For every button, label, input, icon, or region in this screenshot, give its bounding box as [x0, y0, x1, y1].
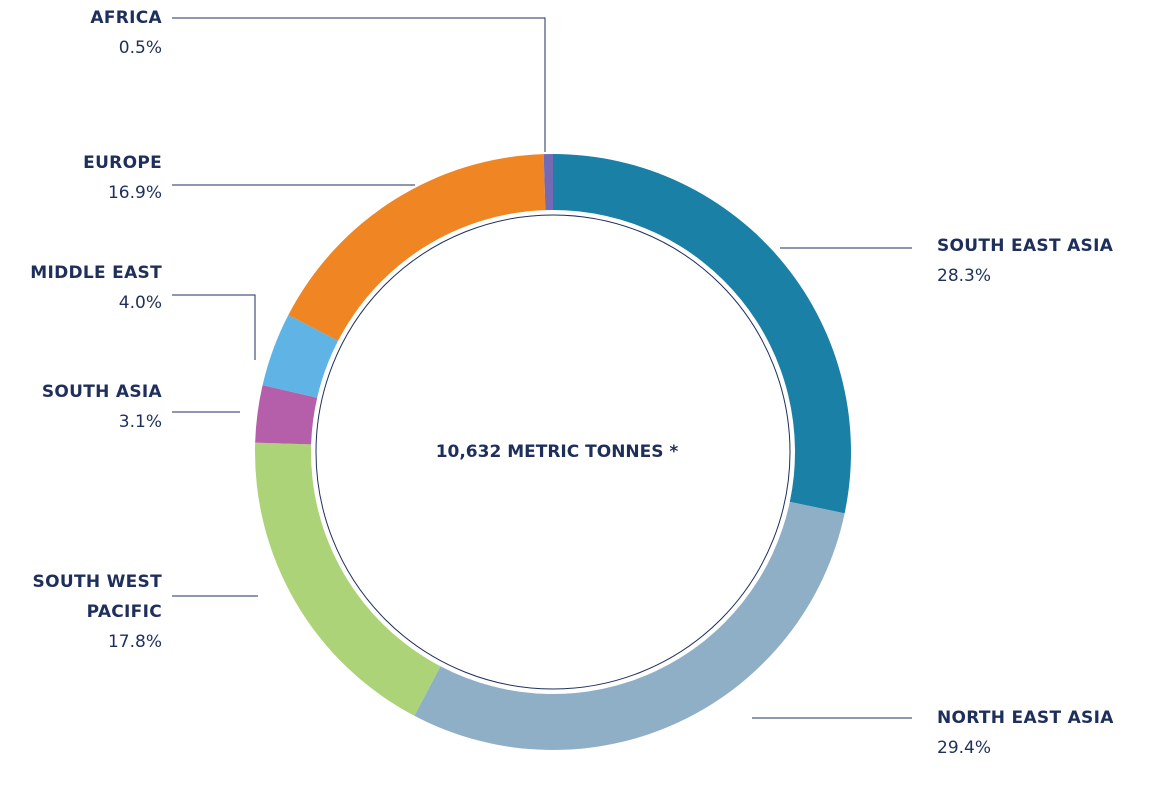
- leader-line: [172, 17, 546, 152]
- slice-label: SOUTH ASIA 3.1%: [42, 377, 162, 437]
- category-name: NORTH EAST ASIA: [937, 708, 1114, 728]
- slice-label: AFRICA 0.5%: [90, 3, 162, 63]
- slice-label: EUROPE 16.9%: [83, 148, 162, 208]
- value-label: 0.5%: [118, 38, 162, 58]
- category-name: SOUTH ASIA: [41, 382, 162, 402]
- slice: [288, 154, 546, 341]
- leader-line: [172, 294, 256, 360]
- slice-label: NORTH EAST ASIA 29.4%: [937, 703, 1114, 763]
- value-label: 28.3%: [937, 266, 992, 286]
- slice-label: SOUTH EAST ASIA 28.3%: [937, 231, 1113, 291]
- slice: [553, 154, 852, 514]
- category-name: SOUTH EAST ASIA: [937, 236, 1114, 256]
- slice: [262, 315, 339, 398]
- category-name: AFRICA: [90, 8, 162, 28]
- slice: [255, 385, 318, 445]
- category-name: SOUTH WEST PACIFIC: [32, 572, 162, 622]
- value-label: 16.9%: [107, 183, 162, 203]
- slice-label: MIDDLE EAST 4.0%: [30, 258, 162, 318]
- category-name: MIDDLE EAST: [30, 263, 162, 283]
- value-label: 3.1%: [118, 412, 162, 432]
- value-label: 17.8%: [107, 632, 162, 652]
- inner-circle: [315, 214, 791, 690]
- category-name: EUROPE: [83, 153, 162, 173]
- slice: [543, 154, 553, 211]
- slice: [414, 501, 845, 750]
- slice-label: SOUTH WEST PACIFIC 17.8%: [2, 567, 162, 657]
- center-label: 10,632 METRIC TONNES *: [436, 442, 679, 462]
- slice: [255, 442, 441, 716]
- value-label: 29.4%: [937, 738, 992, 758]
- value-label: 4.0%: [118, 293, 162, 313]
